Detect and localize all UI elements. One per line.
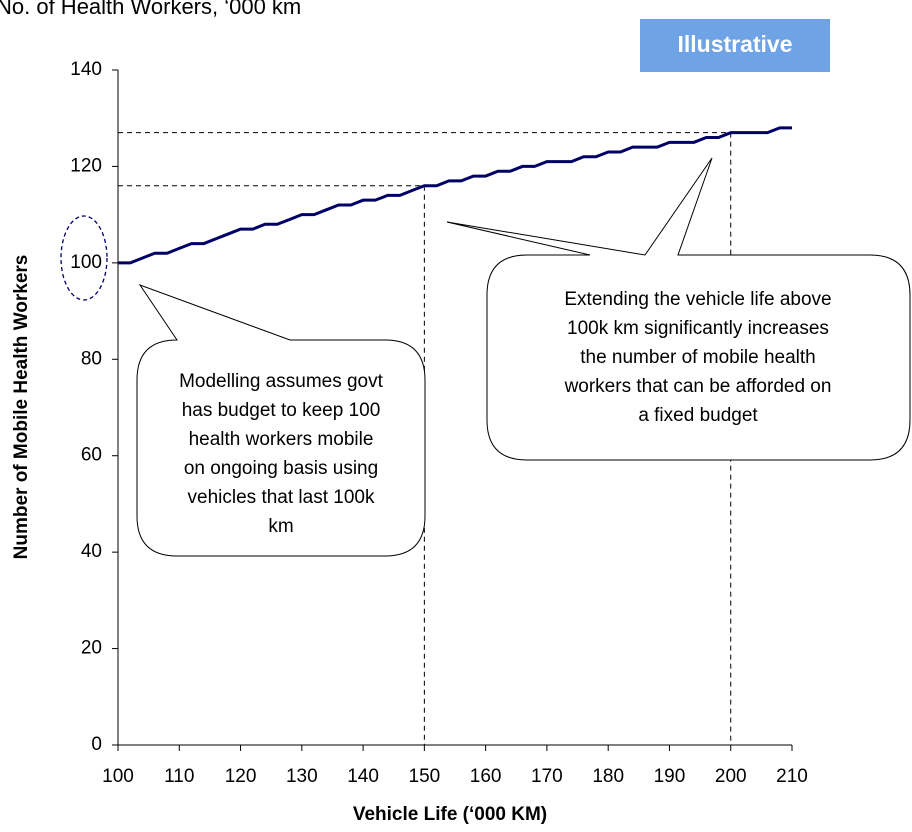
annotation-line: km bbox=[268, 516, 293, 537]
annotation-line: vehicles that last 100k bbox=[188, 487, 375, 508]
callout-box bbox=[136, 283, 426, 557]
annotation-line: workers that can be afforded on bbox=[564, 376, 832, 397]
x-tick-label: 100 bbox=[102, 766, 134, 787]
annotation-line: the number of mobile health bbox=[580, 347, 816, 368]
x-tick-label: 130 bbox=[286, 766, 318, 787]
annotation-line: Modelling assumes govt bbox=[179, 371, 384, 392]
y-tick-label: 80 bbox=[81, 348, 102, 369]
callout-box bbox=[446, 157, 911, 461]
y-tick-label: 140 bbox=[70, 59, 102, 80]
badge-box bbox=[640, 19, 830, 72]
x-tick-label: 150 bbox=[409, 766, 441, 787]
x-tick-label: 170 bbox=[531, 766, 563, 787]
x-tick-label: 140 bbox=[347, 766, 379, 787]
x-tick-label: 160 bbox=[470, 766, 502, 787]
x-tick-label: 120 bbox=[225, 766, 257, 787]
y-tick-label: 100 bbox=[70, 252, 102, 273]
y-tick-label: 0 bbox=[91, 734, 102, 755]
annotation-line: has budget to keep 100 bbox=[182, 400, 381, 421]
y-tick-label: 60 bbox=[81, 445, 102, 466]
annotation-line: 100k km significantly increases bbox=[567, 318, 829, 339]
y-tick-label: 40 bbox=[81, 541, 102, 562]
highlight-ellipse bbox=[60, 215, 108, 301]
x-tick-label: 180 bbox=[592, 766, 624, 787]
x-tick-label: 110 bbox=[164, 766, 194, 787]
subtitle: No. of Health Workers, ‘000 km bbox=[0, 0, 301, 19]
x-tick-label: 200 bbox=[715, 766, 747, 787]
annotation-line: health workers mobile bbox=[189, 429, 374, 450]
annotation-line: a fixed budget bbox=[638, 405, 758, 426]
badge: Illustrative bbox=[677, 31, 792, 57]
x-axis-label: Vehicle Life (‘000 KM) bbox=[353, 804, 547, 825]
y-tick-label: 120 bbox=[70, 155, 102, 176]
y-axis-label: Number of Mobile Health Workers bbox=[11, 255, 32, 560]
x-tick-label: 210 bbox=[776, 766, 808, 787]
x-tick-label: 190 bbox=[654, 766, 686, 787]
annotation-line: Extending the vehicle life above bbox=[564, 289, 831, 310]
data-line bbox=[118, 126, 792, 265]
annotation-line: on ongoing basis using bbox=[184, 458, 378, 479]
y-tick-label: 20 bbox=[81, 638, 102, 659]
